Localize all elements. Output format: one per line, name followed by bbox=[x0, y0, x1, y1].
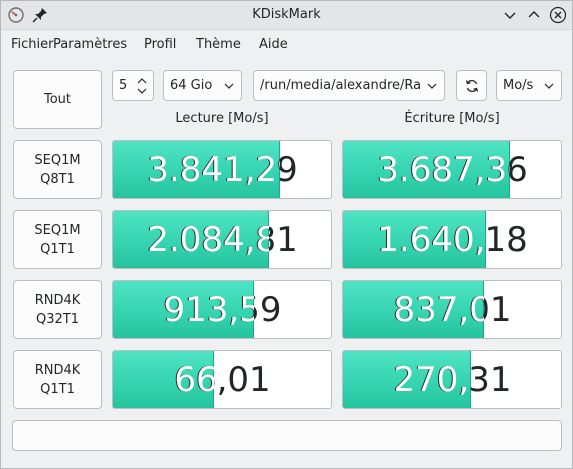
read-value: 913,59 bbox=[162, 289, 282, 330]
chevron-down-icon bbox=[224, 83, 234, 89]
menu-settings[interactable]: Paramètres bbox=[53, 37, 128, 52]
test-button[interactable]: RND4K Q1T1 bbox=[13, 350, 102, 409]
run-all-button[interactable]: Tout bbox=[13, 70, 102, 129]
menu-file[interactable]: Fichier bbox=[11, 37, 54, 52]
size-value: 64 Gio bbox=[170, 78, 213, 93]
read-value-overlay: 66,01 bbox=[113, 351, 214, 408]
write-value-overlay-text: 837,01 bbox=[393, 289, 484, 330]
minimize-icon[interactable] bbox=[501, 6, 519, 24]
test-button[interactable]: SEQ1M Q1T1 bbox=[13, 210, 102, 269]
read-bar bbox=[113, 141, 281, 198]
write-bar bbox=[343, 141, 511, 198]
test-name: SEQ1M bbox=[34, 152, 81, 168]
test-name: SEQ1M bbox=[34, 222, 81, 238]
unit-select[interactable]: Mo/s bbox=[496, 70, 562, 101]
read-result: 3.841,293.841,29 bbox=[112, 140, 332, 199]
write-value: 270,31 bbox=[392, 359, 512, 400]
write-bar bbox=[343, 281, 484, 338]
write-value: 1.640,18 bbox=[376, 219, 528, 260]
read-value: 66,01 bbox=[173, 359, 271, 400]
test-button[interactable]: SEQ1M Q8T1 bbox=[13, 140, 102, 199]
write-value-overlay-text: 1.640,18 bbox=[377, 219, 486, 260]
write-bar bbox=[343, 351, 471, 408]
window-title: KDiskMark bbox=[252, 7, 321, 22]
write-result: 1.640,181.640,18 bbox=[342, 210, 562, 269]
test-params: Q8T1 bbox=[40, 171, 75, 187]
write-bar bbox=[343, 211, 486, 268]
menu-profile[interactable]: Profil bbox=[144, 37, 177, 52]
runs-value: 5 bbox=[119, 78, 128, 93]
pin-icon[interactable] bbox=[31, 6, 49, 24]
chevron-down-icon bbox=[427, 83, 437, 89]
close-icon[interactable] bbox=[549, 6, 567, 24]
read-value-overlay-text: 66,01 bbox=[174, 359, 215, 400]
read-bar bbox=[113, 211, 270, 268]
read-column-header: Lecture [Mo/s] bbox=[175, 111, 269, 126]
size-select[interactable]: 64 Gio bbox=[163, 70, 242, 101]
test-name: RND4K bbox=[34, 362, 81, 378]
read-bar bbox=[113, 351, 215, 408]
write-value: 3.687,36 bbox=[376, 149, 528, 190]
unit-value: Mo/s bbox=[503, 78, 534, 93]
read-value-overlay: 913,59 bbox=[113, 281, 254, 338]
test-params: Q32T1 bbox=[36, 311, 79, 327]
test-name: RND4K bbox=[34, 292, 81, 308]
read-value: 2.084,81 bbox=[146, 219, 298, 260]
write-value-overlay: 837,01 bbox=[343, 281, 484, 338]
write-value-overlay: 270,31 bbox=[343, 351, 471, 408]
read-value-overlay: 3.841,29 bbox=[113, 141, 280, 198]
path-value: /run/media/alexandre/Raid bbox=[260, 78, 422, 93]
refresh-icon bbox=[465, 79, 478, 92]
write-value-overlay-text: 3.687,36 bbox=[377, 149, 510, 190]
read-value: 3.841,29 bbox=[146, 149, 298, 190]
read-value-overlay-text: 3.841,29 bbox=[147, 149, 280, 190]
read-value-overlay-text: 2.084,81 bbox=[147, 219, 269, 260]
maximize-icon[interactable] bbox=[525, 6, 543, 24]
status-bar bbox=[12, 420, 562, 451]
write-result: 3.687,363.687,36 bbox=[342, 140, 562, 199]
menu-help[interactable]: Aide bbox=[259, 37, 288, 52]
disk-icon[interactable] bbox=[7, 6, 25, 24]
write-value-overlay-text: 270,31 bbox=[393, 359, 471, 400]
test-button[interactable]: RND4K Q32T1 bbox=[13, 280, 102, 339]
read-value-overlay: 2.084,81 bbox=[113, 211, 269, 268]
read-result: 2.084,812.084,81 bbox=[112, 210, 332, 269]
write-value: 837,01 bbox=[392, 289, 512, 330]
refresh-button[interactable] bbox=[456, 70, 487, 101]
menu-theme[interactable]: Thème bbox=[196, 37, 241, 52]
spin-arrows-icon[interactable] bbox=[136, 75, 148, 97]
read-value-overlay-text: 913,59 bbox=[163, 289, 254, 330]
path-select[interactable]: /run/media/alexandre/Raid bbox=[253, 70, 445, 101]
chevron-down-icon bbox=[544, 83, 554, 89]
menu-bar: Fichier Paramètres Profil Thème Aide bbox=[1, 31, 572, 59]
write-column-header: Écriture [Mo/s] bbox=[404, 111, 500, 126]
runs-spinbox[interactable]: 5 bbox=[112, 70, 154, 101]
test-params: Q1T1 bbox=[40, 241, 75, 257]
test-params: Q1T1 bbox=[40, 381, 75, 397]
write-value-overlay: 1.640,18 bbox=[343, 211, 486, 268]
read-bar bbox=[113, 281, 254, 338]
write-value-overlay: 3.687,36 bbox=[343, 141, 510, 198]
title-bar[interactable]: KDiskMark bbox=[1, 1, 572, 30]
